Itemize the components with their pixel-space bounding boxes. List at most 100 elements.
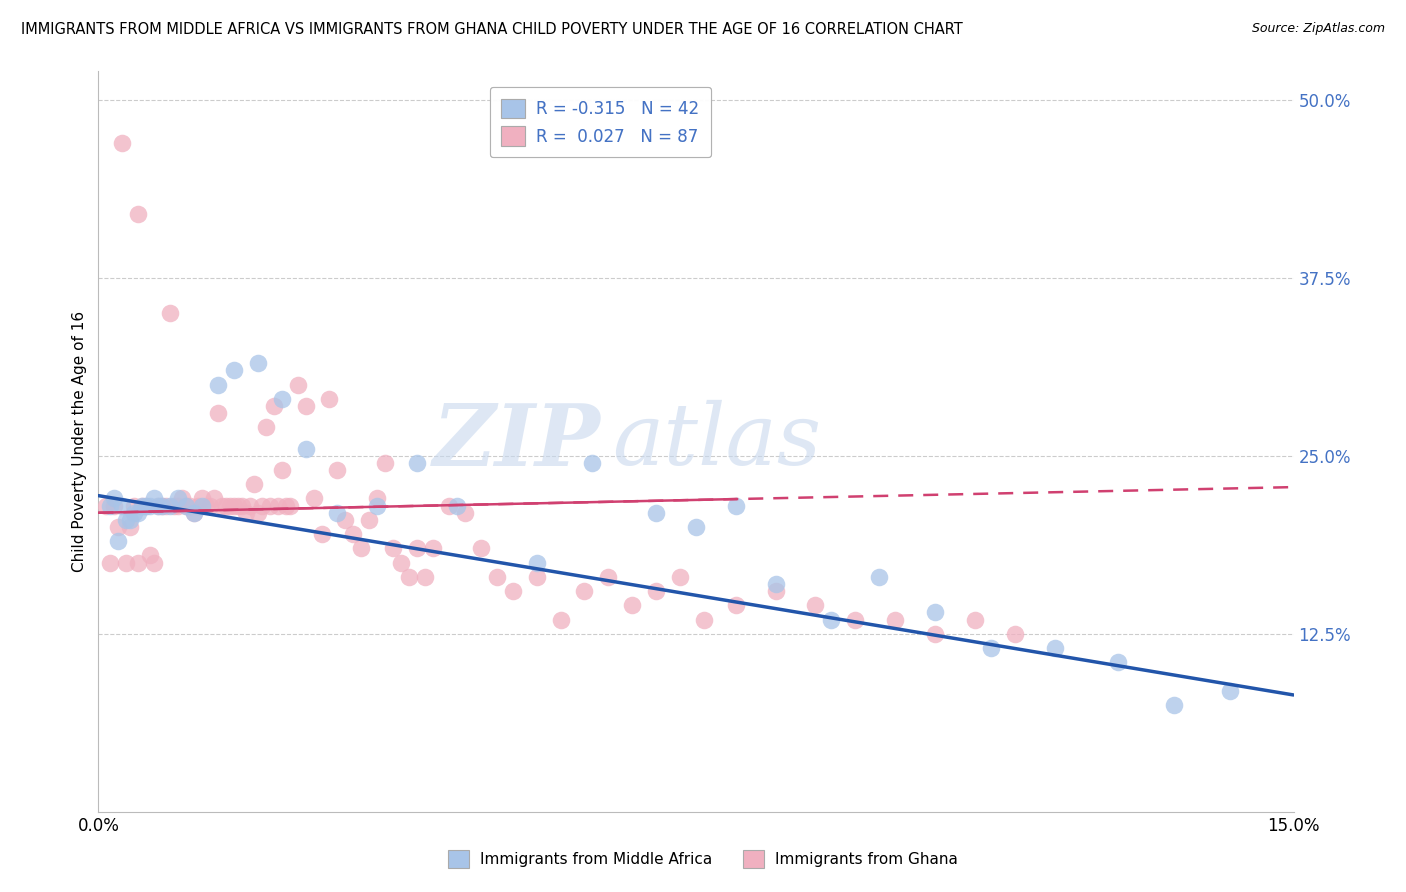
Point	[359, 513, 381, 527]
Point	[884, 613, 907, 627]
Point	[96, 499, 118, 513]
Point	[239, 499, 262, 513]
Point	[724, 499, 747, 513]
Point	[159, 499, 181, 513]
Point	[278, 499, 301, 513]
Point	[311, 527, 333, 541]
Point	[183, 506, 205, 520]
Point	[550, 613, 572, 627]
Point	[382, 541, 405, 556]
Text: ZIP: ZIP	[433, 400, 600, 483]
Point	[342, 527, 364, 541]
Point	[150, 499, 173, 513]
Point	[485, 570, 508, 584]
Point	[259, 499, 281, 513]
Point	[135, 499, 157, 513]
Point	[598, 570, 620, 584]
Point	[374, 456, 396, 470]
Point	[159, 306, 181, 320]
Point	[406, 456, 429, 470]
Point	[198, 499, 221, 513]
Point	[868, 570, 890, 584]
Point	[195, 499, 218, 513]
Legend: Immigrants from Middle Africa, Immigrants from Ghana: Immigrants from Middle Africa, Immigrant…	[440, 843, 966, 875]
Point	[526, 556, 548, 570]
Point	[574, 584, 596, 599]
Point	[191, 499, 214, 513]
Point	[148, 499, 170, 513]
Y-axis label: Child Poverty Under the Age of 16: Child Poverty Under the Age of 16	[72, 311, 87, 572]
Point	[270, 392, 292, 406]
Point	[366, 491, 388, 506]
Point	[980, 640, 1002, 655]
Point	[115, 556, 138, 570]
Point	[454, 506, 477, 520]
Point	[167, 491, 190, 506]
Point	[127, 556, 149, 570]
Point	[254, 420, 277, 434]
Legend: R = -0.315   N = 42, R =  0.027   N = 87: R = -0.315 N = 42, R = 0.027 N = 87	[489, 87, 711, 157]
Point	[143, 556, 166, 570]
Point	[222, 363, 245, 377]
Point	[135, 499, 157, 513]
Point	[235, 506, 257, 520]
Point	[294, 442, 316, 456]
Point	[645, 584, 668, 599]
Point	[183, 506, 205, 520]
Point	[820, 613, 842, 627]
Point	[139, 499, 162, 513]
Point	[226, 499, 249, 513]
Point	[765, 584, 787, 599]
Point	[219, 499, 242, 513]
Point	[1004, 626, 1026, 640]
Point	[202, 491, 225, 506]
Point	[107, 534, 129, 549]
Point	[207, 377, 229, 392]
Point	[148, 499, 170, 513]
Point	[103, 499, 125, 513]
Point	[502, 584, 524, 599]
Point	[215, 499, 238, 513]
Point	[155, 499, 177, 513]
Point	[263, 399, 285, 413]
Point	[211, 499, 233, 513]
Point	[131, 499, 153, 513]
Point	[963, 613, 986, 627]
Point	[924, 606, 946, 620]
Point	[389, 556, 412, 570]
Point	[804, 599, 827, 613]
Point	[243, 477, 266, 491]
Point	[120, 513, 142, 527]
Text: IMMIGRANTS FROM MIDDLE AFRICA VS IMMIGRANTS FROM GHANA CHILD POVERTY UNDER THE A: IMMIGRANTS FROM MIDDLE AFRICA VS IMMIGRA…	[21, 22, 963, 37]
Point	[437, 499, 460, 513]
Point	[207, 406, 229, 420]
Point	[115, 513, 138, 527]
Point	[124, 499, 146, 513]
Point	[645, 506, 668, 520]
Point	[107, 520, 129, 534]
Point	[187, 499, 209, 513]
Point	[470, 541, 492, 556]
Point	[98, 556, 122, 570]
Text: Source: ZipAtlas.com: Source: ZipAtlas.com	[1251, 22, 1385, 36]
Point	[693, 613, 716, 627]
Point	[172, 491, 194, 506]
Point	[302, 491, 325, 506]
Point	[174, 499, 197, 513]
Point	[267, 499, 290, 513]
Point	[406, 541, 429, 556]
Point	[124, 506, 146, 520]
Point	[231, 499, 253, 513]
Point	[167, 499, 190, 513]
Point	[621, 599, 644, 613]
Point	[1219, 683, 1241, 698]
Point	[318, 392, 340, 406]
Point	[246, 506, 269, 520]
Point	[326, 506, 349, 520]
Point	[127, 207, 149, 221]
Point	[844, 613, 866, 627]
Point	[222, 499, 245, 513]
Point	[669, 570, 692, 584]
Point	[326, 463, 349, 477]
Point	[174, 499, 197, 513]
